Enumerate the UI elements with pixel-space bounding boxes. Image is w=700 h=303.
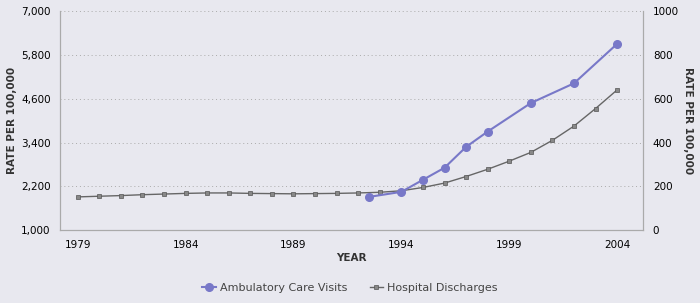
Hospital Discharges	[332, 191, 341, 195]
Hospital Discharges	[267, 192, 276, 195]
Hospital Discharges	[74, 195, 82, 199]
Hospital Discharges	[181, 191, 190, 195]
Hospital Discharges	[613, 88, 622, 92]
Hospital Discharges	[570, 124, 578, 128]
Hospital Discharges	[397, 189, 405, 193]
Hospital Discharges	[160, 192, 168, 196]
Y-axis label: RATE PER 100,000: RATE PER 100,000	[683, 67, 693, 174]
Hospital Discharges	[505, 159, 514, 163]
Hospital Discharges	[484, 168, 492, 171]
Hospital Discharges	[246, 191, 255, 195]
Hospital Discharges	[440, 181, 449, 185]
X-axis label: YEAR: YEAR	[337, 253, 367, 263]
Hospital Discharges	[592, 107, 600, 110]
Hospital Discharges	[548, 138, 556, 142]
Legend: Ambulatory Care Visits, Hospital Discharges: Ambulatory Care Visits, Hospital Dischar…	[197, 278, 503, 298]
Ambulatory Care Visits	[462, 145, 470, 149]
Ambulatory Care Visits	[397, 190, 405, 194]
Hospital Discharges	[354, 191, 363, 195]
Ambulatory Care Visits	[613, 42, 622, 46]
Hospital Discharges	[462, 175, 470, 178]
Hospital Discharges	[376, 191, 384, 194]
Hospital Discharges	[139, 193, 147, 197]
Hospital Discharges	[419, 186, 427, 189]
Hospital Discharges	[225, 191, 233, 195]
Hospital Discharges	[289, 192, 298, 196]
Hospital Discharges	[526, 151, 535, 154]
Hospital Discharges	[311, 192, 319, 195]
Hospital Discharges	[117, 194, 125, 197]
Y-axis label: RATE PER 100,000: RATE PER 100,000	[7, 67, 17, 174]
Ambulatory Care Visits	[484, 130, 492, 133]
Line: Hospital Discharges: Hospital Discharges	[76, 88, 620, 199]
Ambulatory Care Visits	[526, 101, 535, 105]
Ambulatory Care Visits	[440, 166, 449, 170]
Hospital Discharges	[203, 191, 211, 195]
Line: Ambulatory Care Visits: Ambulatory Care Visits	[365, 40, 621, 201]
Ambulatory Care Visits	[419, 178, 427, 181]
Ambulatory Care Visits	[365, 195, 373, 199]
Ambulatory Care Visits	[570, 82, 578, 85]
Hospital Discharges	[95, 195, 104, 198]
